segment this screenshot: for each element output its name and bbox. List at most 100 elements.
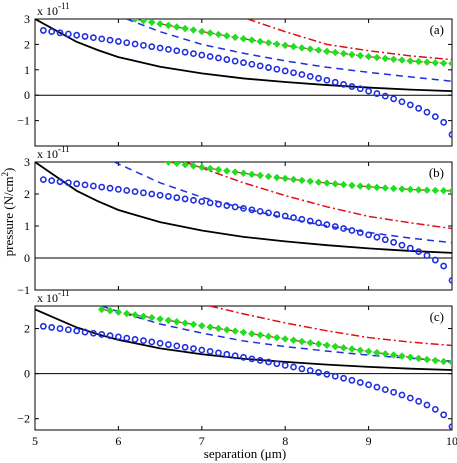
diamond-marker xyxy=(131,19,139,23)
circle-marker xyxy=(315,369,322,376)
circle-marker xyxy=(398,391,406,399)
diamond-marker xyxy=(323,179,331,187)
circle-marker xyxy=(398,241,406,249)
diamond-marker xyxy=(223,167,231,175)
diamond-marker xyxy=(281,174,289,183)
circle-marker xyxy=(373,383,381,391)
diamond-marker xyxy=(231,327,239,335)
circle-marker xyxy=(115,185,122,193)
circle-marker xyxy=(256,207,264,215)
circle-marker xyxy=(131,188,139,196)
y-tick-label: −1 xyxy=(17,283,30,297)
circle-marker xyxy=(440,118,448,126)
diamond-marker xyxy=(214,324,223,333)
diamond-marker xyxy=(406,185,415,194)
plot-area xyxy=(35,19,452,138)
circle-marker xyxy=(381,386,389,393)
diamond-marker xyxy=(289,336,298,344)
diamond-marker xyxy=(431,59,440,67)
diamond-marker xyxy=(323,341,331,350)
circle-marker xyxy=(181,343,189,351)
circle-marker xyxy=(215,200,222,208)
circle-marker xyxy=(423,108,431,116)
diamond-marker xyxy=(331,180,339,188)
solid-series-line xyxy=(35,162,452,254)
diamond-marker xyxy=(414,354,423,363)
circle-marker xyxy=(265,358,272,366)
diamond-marker xyxy=(131,311,139,319)
diamond-marker xyxy=(148,313,156,322)
circle-marker xyxy=(165,46,172,53)
plot-frame xyxy=(34,161,453,291)
circle-marker xyxy=(173,194,181,202)
circle-marker xyxy=(123,334,131,342)
circle-marker xyxy=(281,212,289,220)
diamond-marker xyxy=(389,55,398,63)
circle-marker xyxy=(131,40,139,48)
diamond-marker xyxy=(156,315,164,323)
diamond-marker xyxy=(448,187,452,195)
diamond-marker xyxy=(198,163,206,171)
x-tick-label: 5 xyxy=(32,434,38,448)
diamond-marker xyxy=(214,30,223,39)
circle-marker xyxy=(64,30,72,38)
y-scale-exponent: x 10-11 xyxy=(37,144,70,161)
circle-marker xyxy=(173,47,181,55)
circle-marker xyxy=(165,193,172,200)
circle-marker xyxy=(223,350,231,358)
circle-marker xyxy=(340,374,347,382)
diamond-marker xyxy=(423,186,431,194)
panel-label: (a) xyxy=(430,22,444,37)
diamond-marker xyxy=(181,319,189,327)
circle-marker xyxy=(190,345,197,353)
diamond-marker xyxy=(206,29,214,37)
circle-marker xyxy=(156,44,164,52)
circle-marker xyxy=(48,177,56,185)
diamond-marker xyxy=(398,352,406,360)
diamond-marker xyxy=(398,56,406,64)
diamond-marker xyxy=(314,340,323,348)
circle-marker xyxy=(106,184,114,192)
diamond-marker xyxy=(189,162,198,170)
diamond-marker xyxy=(356,51,364,60)
diamond-marker xyxy=(156,20,164,28)
diamond-marker xyxy=(356,182,364,190)
diamond-marker xyxy=(273,173,281,182)
chart-panel-1: 3 2 1 0 −1 x 10-11 (a) xyxy=(17,1,453,147)
circle-marker xyxy=(190,196,197,204)
circle-marker xyxy=(198,198,206,205)
diamond-marker xyxy=(214,165,223,174)
diamond-marker xyxy=(406,57,415,65)
circle-marker xyxy=(198,346,206,354)
circle-marker xyxy=(131,335,139,343)
diamond-marker xyxy=(281,41,289,50)
plot-area xyxy=(35,306,452,430)
diamond-marker xyxy=(239,328,248,337)
diamond-marker xyxy=(239,169,248,177)
circle-marker xyxy=(190,50,197,58)
diamond-marker xyxy=(423,355,431,364)
y-tick-label: 0 xyxy=(24,367,30,381)
diamond-marker xyxy=(256,37,264,46)
plot-area xyxy=(35,162,452,284)
diamond-marker xyxy=(173,162,181,168)
circle-marker xyxy=(140,189,147,197)
y-tick-label: 1 xyxy=(24,219,30,233)
diamond-marker xyxy=(381,350,389,358)
circle-marker xyxy=(281,361,289,369)
diamond-marker xyxy=(198,322,206,330)
diamond-marker xyxy=(181,162,189,169)
circle-marker xyxy=(81,33,89,40)
diamond-marker xyxy=(339,49,348,58)
circle-marker xyxy=(423,252,431,259)
circle-marker xyxy=(298,71,306,78)
circle-marker xyxy=(406,244,414,252)
circle-marker xyxy=(73,180,81,188)
circle-marker xyxy=(115,38,122,45)
circle-marker xyxy=(223,202,231,209)
diamond-marker xyxy=(248,36,256,44)
circle-marker xyxy=(406,101,414,109)
circle-marker xyxy=(265,209,272,217)
circle-marker xyxy=(256,357,264,364)
diamond-marker xyxy=(373,53,381,62)
